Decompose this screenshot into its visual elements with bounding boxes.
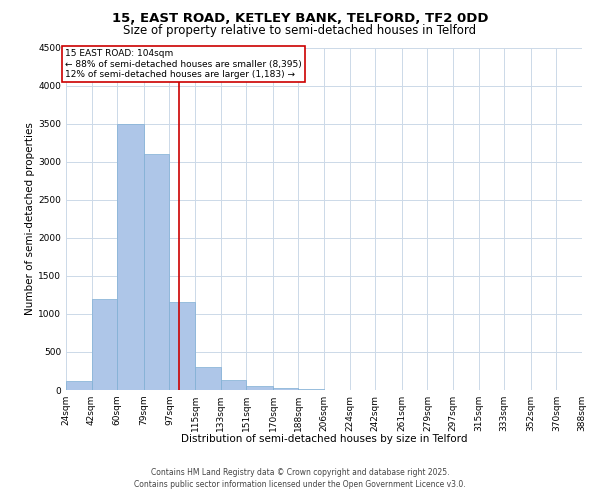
Bar <box>195 367 221 390</box>
Bar <box>144 154 169 390</box>
Bar <box>246 386 273 390</box>
Bar <box>298 389 324 390</box>
Text: 15 EAST ROAD: 104sqm
← 88% of semi-detached houses are smaller (8,395)
12% of se: 15 EAST ROAD: 104sqm ← 88% of semi-detac… <box>65 49 302 79</box>
Y-axis label: Number of semi-detached properties: Number of semi-detached properties <box>25 122 35 315</box>
Text: 15, EAST ROAD, KETLEY BANK, TELFORD, TF2 0DD: 15, EAST ROAD, KETLEY BANK, TELFORD, TF2… <box>112 12 488 26</box>
Text: Contains HM Land Registry data © Crown copyright and database right 2025.
Contai: Contains HM Land Registry data © Crown c… <box>134 468 466 489</box>
Bar <box>221 380 246 390</box>
Bar <box>117 124 144 390</box>
Text: Size of property relative to semi-detached houses in Telford: Size of property relative to semi-detach… <box>124 24 476 37</box>
Bar <box>66 381 92 390</box>
Bar <box>169 302 195 390</box>
Bar <box>92 298 117 390</box>
Bar <box>273 388 298 390</box>
X-axis label: Distribution of semi-detached houses by size in Telford: Distribution of semi-detached houses by … <box>181 434 467 444</box>
